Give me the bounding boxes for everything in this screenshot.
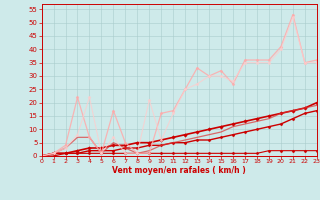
X-axis label: Vent moyen/en rafales ( km/h ): Vent moyen/en rafales ( km/h ): [112, 166, 246, 175]
